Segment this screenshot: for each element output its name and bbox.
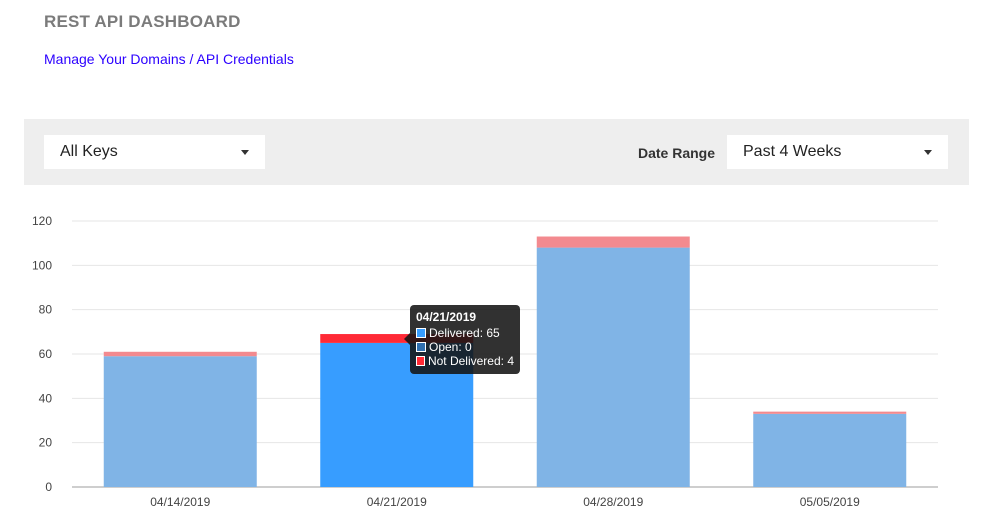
filter-bar: All Keys Date Range Past 4 Weeks	[24, 119, 969, 185]
bar-not-delivered	[753, 411, 907, 414]
y-tick-label: 20	[39, 436, 53, 450]
y-tick-label: 100	[32, 258, 52, 272]
date-range-select-value: Past 4 Weeks	[743, 143, 842, 160]
tooltip-row-not-delivered: Not Delivered: 4	[416, 354, 514, 368]
y-tick-label: 40	[39, 391, 53, 405]
bar-not-delivered	[536, 236, 690, 248]
x-tick-label: 04/21/2019	[367, 495, 427, 509]
chart-tooltip: 04/21/2019 Delivered: 65 Open: 0 Not Del…	[404, 305, 520, 374]
bar-delivered	[753, 413, 907, 487]
tooltip-row-delivered: Delivered: 65	[416, 326, 514, 340]
bar-delivered	[103, 356, 257, 487]
not-delivered-swatch	[416, 356, 425, 366]
tooltip-arrow	[404, 333, 410, 345]
y-tick-label: 60	[39, 347, 53, 361]
tooltip-row-open: Open: 0	[416, 340, 514, 354]
bar-delivered	[536, 247, 690, 487]
api-keys-select-value: All Keys	[60, 143, 118, 160]
open-swatch	[416, 342, 426, 352]
bar-not-delivered	[320, 334, 474, 343]
x-tick-label: 05/05/2019	[800, 495, 860, 509]
y-tick-label: 80	[39, 303, 53, 317]
manage-domains-link[interactable]: Manage Your Domains / API Credentials	[44, 51, 294, 67]
x-tick-label: 04/28/2019	[583, 495, 643, 509]
tooltip-not-delivered-text: Not Delivered: 4	[427, 354, 514, 368]
tooltip-delivered-text: Delivered: 65	[429, 326, 500, 340]
delivered-swatch	[416, 328, 426, 338]
date-range-label: Date Range	[638, 145, 716, 161]
caret-down-icon	[924, 149, 932, 155]
tooltip-open-text: Open: 0	[429, 340, 472, 354]
caret-down-icon	[241, 149, 249, 155]
tooltip-date: 04/21/2019	[416, 310, 477, 324]
page-title: REST API DASHBOARD	[44, 12, 241, 31]
y-tick-label: 120	[32, 214, 52, 228]
x-tick-label: 04/14/2019	[150, 495, 210, 509]
api-keys-select[interactable]: All Keys	[44, 135, 265, 169]
bar-not-delivered	[103, 351, 257, 357]
date-range-select[interactable]: Past 4 Weeks	[727, 135, 948, 169]
y-tick-label: 0	[45, 480, 52, 494]
